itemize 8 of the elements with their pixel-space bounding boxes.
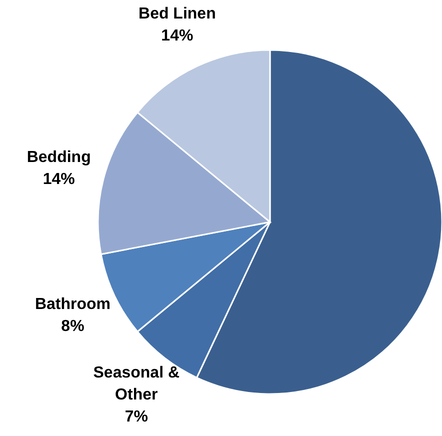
data-label: 8% — [61, 318, 84, 335]
slice-label: Seasonal & Other — [93, 364, 180, 404]
data-label: 7% — [124, 408, 148, 426]
slice-label: Bed Linen — [138, 6, 216, 23]
data-label: 14% — [42, 170, 75, 188]
data-label: 14% — [161, 28, 194, 45]
slice-label: Bedding — [26, 148, 91, 166]
slice-label: Bathroom — [34, 296, 111, 313]
